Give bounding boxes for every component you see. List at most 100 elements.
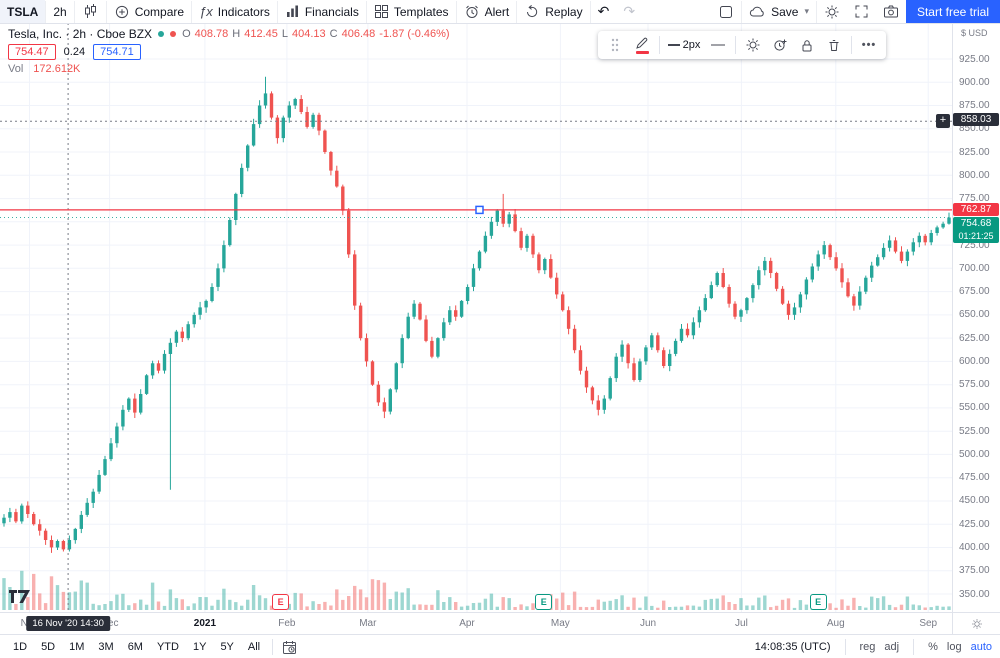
- toggle-regular-hours[interactable]: reg: [859, 641, 876, 653]
- toggle-log[interactable]: log: [946, 641, 962, 653]
- bar-countdown: 01:21:25: [958, 231, 994, 242]
- low-value: 404.13: [292, 28, 326, 40]
- clock[interactable]: 14:08:35 (UTC): [755, 641, 831, 653]
- indicators-button[interactable]: ƒx Indicators: [192, 0, 277, 23]
- price-tick: 775.00: [959, 193, 990, 205]
- range-1d[interactable]: 1D: [13, 641, 28, 653]
- camera-icon: [883, 4, 899, 19]
- range-5y[interactable]: 5Y: [220, 641, 234, 653]
- line-style-button[interactable]: [705, 33, 731, 57]
- undo-button[interactable]: ↶: [591, 0, 617, 23]
- price-tick: 350.00: [959, 588, 990, 600]
- tradingview-logo[interactable]: [8, 587, 32, 605]
- time-tick: Aug: [826, 618, 845, 629]
- save-label: Save: [771, 4, 799, 19]
- divider: [272, 639, 274, 655]
- axis-settings-corner[interactable]: [952, 612, 1000, 635]
- snapshot-button[interactable]: [876, 0, 906, 23]
- drawing-settings-button[interactable]: [740, 33, 766, 57]
- divider: [73, 0, 75, 23]
- time-tick: Sep: [919, 618, 938, 629]
- drawing-settings-toolbar: 2px •••: [598, 31, 886, 59]
- start-free-trial-button[interactable]: Start free trial: [905, 0, 1000, 23]
- line-width-label: 2px: [682, 39, 701, 51]
- templates-grid-icon: [374, 4, 389, 19]
- line-width-button[interactable]: 2px: [664, 33, 704, 57]
- go-to-date-button[interactable]: [278, 640, 301, 655]
- price-tick: 700.00: [959, 262, 990, 274]
- range-ytd[interactable]: YTD: [156, 641, 179, 653]
- date-range-buttons: 1D 5D 1M 3M 6M YTD 1Y 5Y All: [6, 639, 267, 655]
- time-axis[interactable]: NovDec2021FebMarAprMayJunJulAugSep 16 No…: [0, 612, 953, 635]
- price-tick: 600.00: [959, 355, 990, 367]
- divider: [365, 0, 367, 23]
- alert-line-price-badge[interactable]: 762.87: [953, 202, 999, 216]
- clock-timezone: (UTC): [800, 641, 831, 653]
- price-tick: 850.00: [959, 123, 990, 135]
- undo-icon: ↶: [597, 3, 610, 19]
- range-1m[interactable]: 1M: [69, 641, 85, 653]
- toggle-percent[interactable]: %: [928, 641, 938, 653]
- toolbar-drag-handle[interactable]: [602, 33, 628, 57]
- earnings-marker[interactable]: E: [809, 594, 827, 610]
- line-weight-icon: [667, 44, 680, 46]
- add-alert-plus-button[interactable]: +: [936, 114, 950, 129]
- symbol-search-button[interactable]: TSLA: [0, 0, 46, 23]
- range-6m[interactable]: 6M: [127, 641, 143, 653]
- toggle-auto-scale[interactable]: auto: [970, 641, 992, 653]
- symbol-title[interactable]: Tesla, Inc. · 2h · Cboe BZX: [8, 27, 153, 41]
- layout-select-button[interactable]: [711, 0, 741, 23]
- axis-currency-label[interactable]: $ USD: [961, 28, 988, 38]
- price-tick: 475.00: [959, 472, 990, 484]
- financials-button[interactable]: Financials: [278, 0, 366, 23]
- price-tick: 500.00: [959, 448, 990, 460]
- compare-plus-icon: [114, 4, 130, 20]
- earnings-marker[interactable]: E: [272, 594, 290, 610]
- divider: [45, 0, 47, 23]
- bottom-toolbar: 1D 5D 1M 3M 6M YTD 1Y 5Y All 14:08:35 (UTC) reg …: [0, 634, 1000, 658]
- redo-button[interactable]: ↷: [616, 0, 642, 23]
- bid-price[interactable]: 754.47: [8, 44, 56, 60]
- range-1y[interactable]: 1Y: [192, 641, 207, 653]
- candlestick-icon: [82, 3, 99, 20]
- line-color-button[interactable]: [629, 33, 655, 57]
- add-alert-on-line-button[interactable]: [767, 33, 793, 57]
- ask-price[interactable]: 754.71: [93, 44, 141, 60]
- lock-drawing-button[interactable]: [794, 33, 820, 57]
- toggle-adjusted[interactable]: adj: [884, 641, 900, 653]
- replay-label: Replay: [545, 4, 583, 19]
- price-tick: 800.00: [959, 169, 990, 181]
- chart-legend: Tesla, Inc. · 2h · Cboe BZX O 408.78 H 412…: [8, 27, 450, 78]
- fullscreen-button[interactable]: [847, 0, 876, 23]
- replay-button[interactable]: Replay: [517, 0, 589, 23]
- range-3m[interactable]: 3M: [98, 641, 114, 653]
- pen-icon: [635, 37, 649, 50]
- low-label: L: [281, 28, 289, 40]
- range-5d[interactable]: 5D: [41, 641, 56, 653]
- more-options-button[interactable]: •••: [856, 33, 882, 57]
- templates-button[interactable]: Templates: [367, 0, 456, 23]
- time-tick: Jul: [735, 618, 748, 629]
- chart-properties-button[interactable]: [817, 0, 847, 23]
- chart-pane[interactable]: Tesla, Inc. · 2h · Cboe BZX O 408.78 H 412…: [0, 23, 953, 612]
- interval-label: 2h: [53, 4, 67, 19]
- toolbar-right-group: Save ▾ Start free trial: [711, 0, 1000, 23]
- save-button[interactable]: Save ▾: [742, 0, 816, 23]
- earnings-marker[interactable]: E: [535, 594, 553, 610]
- time-tick: Jun: [639, 618, 657, 629]
- delete-drawing-button[interactable]: [821, 33, 847, 57]
- bid-ask-row: 754.47 0.24 754.71: [8, 44, 450, 60]
- candlestick-chart[interactable]: [0, 23, 953, 612]
- price-axis[interactable]: $ USD 925.00 900.00 875.00 850.00 825.00 800.…: [952, 23, 1000, 612]
- interval-button[interactable]: 2h: [46, 0, 73, 23]
- chart-style-button[interactable]: [75, 0, 106, 23]
- close-value: 406.48: [341, 28, 376, 40]
- compare-button[interactable]: Compare: [107, 0, 191, 23]
- last-price-badge: 754.68 01:21:25: [953, 217, 999, 244]
- compare-label: Compare: [134, 4, 185, 19]
- replay-icon: [524, 4, 540, 20]
- indicators-fx-icon: ƒx: [199, 4, 213, 19]
- alert-button[interactable]: Alert: [457, 0, 517, 23]
- range-all[interactable]: All: [247, 641, 261, 653]
- price-tick: 900.00: [959, 76, 990, 88]
